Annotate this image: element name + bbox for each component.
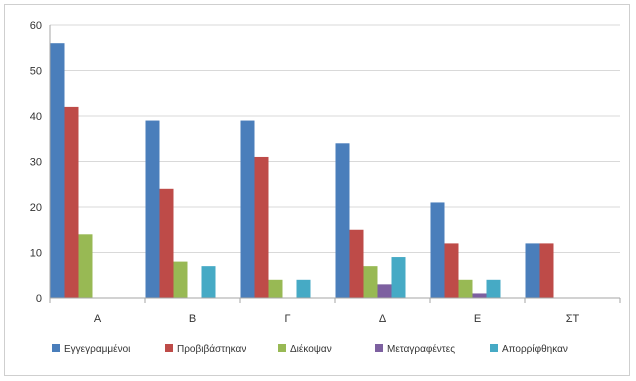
gridlines <box>50 24 620 253</box>
bar-1-series-1 <box>50 43 65 299</box>
y-tick-label: 10 <box>30 248 42 260</box>
bar-6-series-2 <box>539 243 554 298</box>
chart-frame <box>4 4 630 376</box>
x-category-label: Α <box>94 313 102 325</box>
legend-label: Διέκοψαν <box>290 343 332 355</box>
bars <box>50 43 554 299</box>
bar-2-series-1 <box>145 120 160 298</box>
legend-swatch <box>490 344 498 352</box>
bar-5-series-3 <box>458 279 473 298</box>
bar-2-series-5 <box>201 266 216 298</box>
legend: Εγγεγραμμένοι Προβιβάστηκαν Διέκοψαν Μεταγρ… <box>52 343 568 355</box>
bar-3-series-5 <box>296 279 311 298</box>
bar-1-series-2 <box>64 106 79 299</box>
y-tick-label: 40 <box>30 111 42 123</box>
legend-swatch <box>278 344 286 352</box>
x-category-label: Δ <box>379 313 387 325</box>
legend-label: Εγγεγραμμένοι <box>64 343 130 355</box>
bar-4-series-3 <box>363 266 378 298</box>
x-category-label: Γ <box>284 313 290 325</box>
bar-5-series-2 <box>444 243 459 298</box>
x-category-label: ΣΤ <box>566 313 580 325</box>
bar-5-series-1 <box>430 202 445 298</box>
y-tick-label: 0 <box>36 293 42 305</box>
y-tick-label: 30 <box>30 157 42 169</box>
y-tick-label: 60 <box>30 20 42 32</box>
bar-4-series-4 <box>377 284 392 298</box>
bar-2-series-3 <box>173 261 188 298</box>
bar-6-series-1 <box>525 243 540 298</box>
x-axis: Α Β Γ Δ Ε ΣΤ <box>49 297 621 325</box>
legend-swatch <box>52 344 60 352</box>
bar-5-series-5 <box>486 279 501 298</box>
legend-label: Απορρίφθηκαν <box>502 343 568 355</box>
bar-4-series-1 <box>335 143 350 298</box>
bar-4-series-2 <box>349 229 364 298</box>
bar-3-series-2 <box>254 156 269 298</box>
bar-2-series-2 <box>159 188 174 298</box>
bar-3-series-1 <box>240 120 255 298</box>
bar-3-series-3 <box>268 279 283 298</box>
y-tick-label: 50 <box>30 66 42 78</box>
legend-swatch <box>375 344 383 352</box>
bar-4-series-5 <box>391 257 406 298</box>
legend-label: Προβιβάστηκαν <box>177 343 246 355</box>
x-category-label: Β <box>189 313 196 325</box>
bar-1-series-3 <box>78 234 93 298</box>
y-tick-label: 20 <box>30 202 42 214</box>
legend-swatch <box>165 344 173 352</box>
legend-label: Μεταγραφέντες <box>387 343 455 355</box>
x-category-label: Ε <box>474 313 481 325</box>
y-axis: 0 10 20 30 40 50 60 <box>30 20 51 305</box>
bar-5-series-4 <box>472 293 487 298</box>
